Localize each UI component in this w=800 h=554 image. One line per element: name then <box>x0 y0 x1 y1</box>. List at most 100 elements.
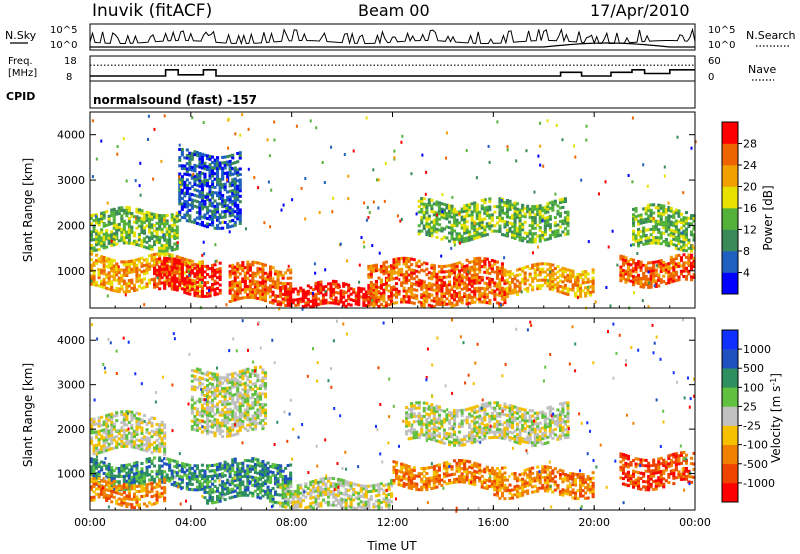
velocity-cell <box>246 493 250 497</box>
power-cell <box>198 278 202 282</box>
velocity-cell <box>163 488 167 492</box>
velocity-cell <box>130 497 134 501</box>
velocity-cell <box>135 498 139 502</box>
power-cell <box>95 237 99 241</box>
power-speck <box>362 240 365 244</box>
power-cell <box>432 202 436 206</box>
power-cell <box>538 237 542 240</box>
power-cell <box>158 235 162 239</box>
power-cell <box>546 237 550 241</box>
power-cell <box>173 263 177 267</box>
power-cell <box>682 224 686 228</box>
power-cell <box>500 265 504 268</box>
velocity-cell <box>364 492 368 496</box>
power-cell <box>584 286 588 290</box>
velocity-cell <box>241 467 245 471</box>
velocity-cell <box>228 472 232 476</box>
power-cell <box>624 256 628 260</box>
power-cell <box>566 232 570 236</box>
power-cell <box>173 218 177 221</box>
velocity-cell <box>148 482 152 486</box>
power-cell <box>168 259 172 263</box>
power-cell <box>140 264 144 268</box>
power-cell <box>228 275 232 279</box>
power-cell <box>475 281 479 285</box>
power-cell <box>158 257 162 261</box>
power-cell <box>493 224 497 228</box>
power-cell <box>228 159 232 163</box>
power-cell <box>430 228 434 232</box>
power-cell <box>435 283 439 287</box>
power-cell <box>649 269 653 273</box>
power-cell <box>475 276 479 279</box>
power-cell <box>480 265 484 269</box>
power-cell <box>500 219 504 223</box>
velocity-cell <box>236 462 240 466</box>
power-cell <box>130 225 134 229</box>
power-speck <box>187 270 190 274</box>
power-cell <box>503 233 507 237</box>
power-cell <box>183 260 187 264</box>
power-cell <box>490 288 494 292</box>
velocity-cell <box>258 483 262 487</box>
power-speck <box>655 264 658 268</box>
power-cell <box>183 213 187 217</box>
power-cell <box>266 278 270 282</box>
power-cell <box>339 300 343 304</box>
power-cell <box>692 227 696 231</box>
power-cell <box>475 211 479 215</box>
power-cell <box>100 268 104 272</box>
power-cell <box>667 208 671 212</box>
power-cell <box>551 279 555 283</box>
power-cell <box>347 302 351 306</box>
power-cell <box>460 274 464 277</box>
power-cell <box>261 284 265 288</box>
power-cell <box>478 300 482 304</box>
velocity-cell <box>316 491 320 495</box>
power-cell <box>619 254 623 258</box>
velocity-cell <box>263 468 267 472</box>
power-cell <box>188 259 192 263</box>
power-cell <box>329 301 333 305</box>
power-cell <box>155 263 159 267</box>
power-cell <box>518 284 522 287</box>
power-cell <box>206 184 210 188</box>
power-cell <box>226 198 230 202</box>
velocity-cell <box>130 484 134 488</box>
power-cell <box>427 284 431 288</box>
power-cell <box>216 172 220 176</box>
power-cell <box>478 267 482 271</box>
velocity-cell <box>286 484 290 488</box>
power-cell <box>445 286 449 290</box>
power-cell <box>664 208 668 212</box>
velocity-cell <box>311 501 315 505</box>
power-speck <box>691 244 694 248</box>
power-cell <box>637 281 641 285</box>
power-cell <box>490 216 494 220</box>
power-cell <box>684 235 688 239</box>
velocity-cell <box>92 495 96 499</box>
velocity-cell <box>142 471 146 475</box>
velocity-cell <box>263 463 267 467</box>
power-cell <box>440 286 444 290</box>
power-cell <box>579 292 583 296</box>
velocity-cell <box>246 464 250 468</box>
power-cell <box>503 203 507 207</box>
power-cell <box>460 279 464 283</box>
power-cell <box>478 235 482 239</box>
power-cell <box>495 301 499 305</box>
power-cell <box>379 294 383 298</box>
power-speck <box>147 114 150 118</box>
power-cell <box>173 279 177 283</box>
power-cell <box>579 284 583 288</box>
power-cell <box>135 274 139 278</box>
power-cell <box>420 199 424 203</box>
power-cell <box>236 275 240 279</box>
power-cell <box>503 287 507 291</box>
power-speck <box>424 192 427 196</box>
power-speck <box>534 264 537 267</box>
power-cell <box>518 238 522 242</box>
power-cell <box>410 263 414 267</box>
power-cell <box>216 226 220 230</box>
power-cell <box>190 265 194 269</box>
